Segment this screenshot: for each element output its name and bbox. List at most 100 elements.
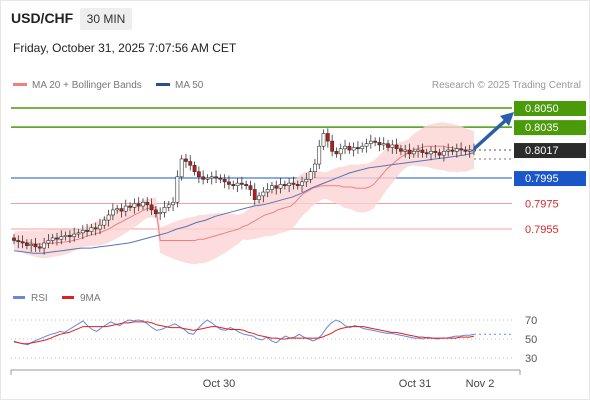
candle-up bbox=[416, 149, 421, 152]
candle-down bbox=[420, 149, 425, 153]
candle-down bbox=[424, 152, 429, 155]
candle-down bbox=[85, 229, 89, 232]
candle-up bbox=[158, 212, 163, 215]
candle-up bbox=[235, 182, 240, 186]
candle-down bbox=[330, 140, 335, 152]
candle-up bbox=[89, 227, 94, 232]
candle-down bbox=[450, 149, 455, 152]
support-level-label: 0.7955 bbox=[525, 224, 559, 236]
legend-rsi-label: RSI bbox=[31, 293, 48, 304]
candle-up bbox=[454, 148, 459, 152]
candle-down bbox=[201, 176, 206, 180]
candle-up bbox=[106, 214, 111, 221]
ma20-line bbox=[13, 145, 474, 245]
candle-up bbox=[171, 201, 175, 206]
candle-up bbox=[115, 208, 120, 211]
candle-down bbox=[218, 177, 223, 180]
candle-up bbox=[141, 201, 145, 207]
ma50-line bbox=[13, 152, 475, 254]
candle-down bbox=[334, 151, 339, 155]
research-credit: Research © 2025 Trading Central bbox=[431, 80, 581, 91]
candle-down bbox=[252, 189, 257, 201]
instrument-title: USD/CHF bbox=[11, 10, 74, 26]
candle-up bbox=[98, 224, 102, 230]
candle-down bbox=[214, 176, 218, 179]
candle-up bbox=[50, 237, 55, 241]
level-box-current bbox=[514, 143, 586, 159]
candle-up bbox=[270, 185, 274, 190]
level-box-target bbox=[514, 101, 586, 116]
candle-up bbox=[390, 144, 395, 148]
rsi-tick-label: 30 bbox=[525, 353, 537, 365]
candle-down bbox=[231, 184, 236, 186]
timestamp: Friday, October 31, 2025 7:07:56 AM CET bbox=[13, 41, 237, 55]
bollinger-band bbox=[14, 122, 474, 265]
candle-up bbox=[205, 177, 210, 180]
candle-down bbox=[291, 182, 296, 185]
forecast-arrow bbox=[473, 118, 508, 150]
ma50-swatch bbox=[156, 82, 170, 86]
candle-up bbox=[166, 204, 171, 208]
candle-down bbox=[93, 227, 98, 230]
candle-down bbox=[463, 149, 468, 152]
candle-up bbox=[368, 140, 373, 144]
support-level-label: 0.7975 bbox=[525, 199, 559, 211]
candle-up bbox=[46, 240, 51, 244]
forecast-arrow-head bbox=[500, 112, 514, 126]
current-price-label: 0.8017 bbox=[525, 145, 559, 157]
candle-down bbox=[377, 142, 382, 146]
x-axis-label: Oct 30 bbox=[203, 378, 235, 390]
candle-down bbox=[12, 237, 16, 241]
candle-down bbox=[433, 151, 438, 153]
candle-up bbox=[381, 143, 386, 146]
candle-up bbox=[265, 189, 270, 193]
candle-up bbox=[321, 133, 326, 147]
candle-down bbox=[459, 148, 464, 151]
candle-down bbox=[356, 147, 360, 150]
candle-down bbox=[407, 149, 412, 155]
candle-up bbox=[317, 145, 322, 165]
candle-up bbox=[308, 171, 313, 180]
pivot-level-label: 0.7995 bbox=[525, 173, 559, 185]
target-level-label: 0.8035 bbox=[525, 122, 559, 134]
candle-up bbox=[162, 207, 167, 213]
candle-up bbox=[257, 195, 261, 201]
candle-up bbox=[29, 243, 34, 246]
rsi-ma-line bbox=[13, 321, 475, 345]
candle-down bbox=[222, 179, 227, 183]
candle-down bbox=[119, 208, 124, 212]
ma20-swatch bbox=[13, 82, 27, 86]
candle-up bbox=[403, 149, 408, 152]
candle-up bbox=[442, 151, 446, 156]
candle-down bbox=[248, 185, 253, 190]
timeframe-badge[interactable]: 30 MIN bbox=[80, 8, 132, 30]
candle-down bbox=[295, 184, 300, 186]
candle-down bbox=[188, 161, 193, 166]
candle-down bbox=[192, 165, 197, 172]
candle-down bbox=[373, 140, 378, 143]
candle-up bbox=[364, 143, 369, 147]
candle-down bbox=[196, 171, 201, 178]
legend-9ma-label: 9MA bbox=[80, 293, 101, 304]
x-axis-label: Oct 31 bbox=[399, 378, 431, 390]
candle-down bbox=[282, 184, 287, 186]
legend-ma50-label: MA 50 bbox=[175, 80, 204, 91]
rsi-tick-label: 50 bbox=[525, 334, 537, 346]
candle-down bbox=[227, 181, 231, 185]
rsi-ma-swatch bbox=[62, 295, 74, 299]
candle-up bbox=[304, 179, 309, 183]
legend-ma20-label: MA 20 + Bollinger Bands bbox=[32, 80, 142, 91]
candle-up bbox=[132, 203, 137, 208]
rsi-line bbox=[13, 319, 475, 346]
candle-up bbox=[338, 148, 343, 155]
candle-up bbox=[351, 147, 356, 151]
candle-up bbox=[80, 229, 85, 234]
candle-down bbox=[55, 237, 59, 240]
candle-up bbox=[300, 181, 304, 186]
candle-up bbox=[360, 145, 365, 150]
x-axis-label: Nov 2 bbox=[466, 378, 495, 390]
level-box-target bbox=[514, 120, 586, 136]
candle-up bbox=[467, 149, 472, 152]
candle-down bbox=[244, 184, 249, 186]
candle-up bbox=[59, 236, 64, 240]
